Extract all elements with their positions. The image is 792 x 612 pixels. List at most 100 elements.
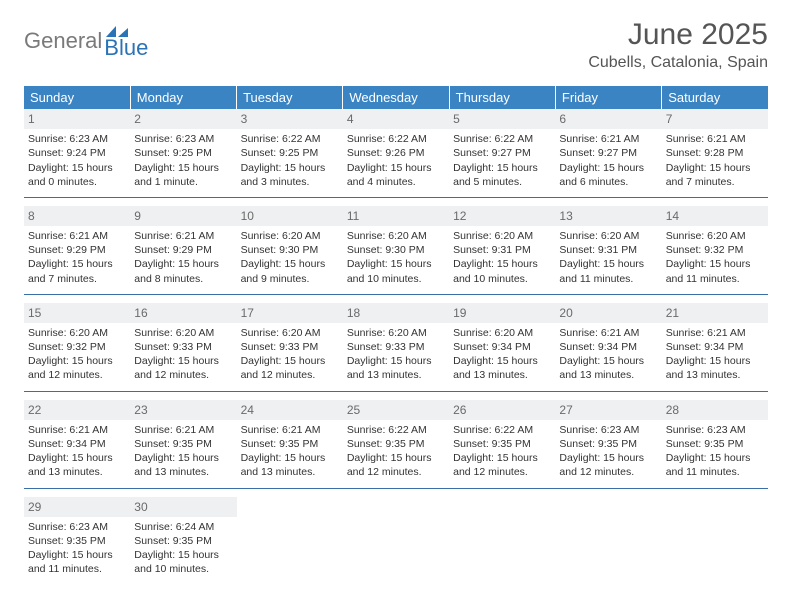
- day-number: 19: [449, 303, 555, 323]
- week-separator: [24, 391, 768, 400]
- day-cell: 30 Sunrise: 6:24 AMSunset: 9:35 PMDayligh…: [130, 497, 236, 585]
- day-info: Sunrise: 6:23 AMSunset: 9:35 PMDaylight:…: [559, 423, 657, 480]
- day-number: 1: [24, 109, 130, 129]
- day-info: Sunrise: 6:21 AMSunset: 9:29 PMDaylight:…: [134, 229, 232, 286]
- day-number: 9: [130, 206, 236, 226]
- day-number: 27: [555, 400, 661, 420]
- day-info: Sunrise: 6:23 AMSunset: 9:24 PMDaylight:…: [28, 132, 126, 189]
- day-info: Sunrise: 6:20 AMSunset: 9:32 PMDaylight:…: [28, 326, 126, 383]
- empty-cell: [343, 497, 449, 585]
- day-cell: 28Sunrise: 6:23 AMSunset: 9:35 PMDayligh…: [662, 400, 768, 488]
- day-cell: 3Sunrise: 6:22 AMSunset: 9:25 PMDaylight…: [237, 109, 343, 197]
- logo-text-blue: Blue: [104, 38, 148, 58]
- day-cell: 2Sunrise: 6:23 AMSunset: 9:25 PMDaylight…: [130, 109, 236, 197]
- week-row: 1 Sunrise: 6:23 AMSunset: 9:24 PMDaylight…: [24, 109, 768, 197]
- day-cell: 17Sunrise: 6:20 AMSunset: 9:33 PMDayligh…: [237, 303, 343, 391]
- day-number: 2: [130, 109, 236, 129]
- weekday-header: Tuesday: [237, 86, 343, 109]
- day-number: 4: [343, 109, 449, 129]
- day-cell: 21 Sunrise: 6:21 AMSunset: 9:34 PMDayligh…: [662, 303, 768, 391]
- weekday-header: Wednesday: [343, 86, 449, 109]
- day-info: Sunrise: 6:22 AMSunset: 9:35 PMDaylight:…: [453, 423, 551, 480]
- day-number: 12: [449, 206, 555, 226]
- day-info: Sunrise: 6:21 AMSunset: 9:35 PMDaylight:…: [134, 423, 232, 480]
- title-block: June 2025 Cubells, Catalonia, Spain: [588, 18, 768, 72]
- week-separator: [24, 488, 768, 497]
- week-row: 15 Sunrise: 6:20 AMSunset: 9:32 PMDayligh…: [24, 303, 768, 391]
- day-number: 26: [449, 400, 555, 420]
- weekday-header: Thursday: [449, 86, 555, 109]
- day-info: Sunrise: 6:24 AMSunset: 9:35 PMDaylight:…: [134, 520, 232, 577]
- day-cell: 11 Sunrise: 6:20 AMSunset: 9:30 PMDayligh…: [343, 206, 449, 294]
- day-info: Sunrise: 6:20 AMSunset: 9:32 PMDaylight:…: [666, 229, 764, 286]
- day-number: 20: [555, 303, 661, 323]
- day-info: Sunrise: 6:20 AMSunset: 9:30 PMDaylight:…: [347, 229, 445, 286]
- day-cell: 16 Sunrise: 6:20 AMSunset: 9:33 PMDayligh…: [130, 303, 236, 391]
- weekday-header: Saturday: [662, 86, 768, 109]
- week-separator: [24, 197, 768, 206]
- day-number: 5: [449, 109, 555, 129]
- day-info: Sunrise: 6:22 AMSunset: 9:27 PMDaylight:…: [453, 132, 551, 189]
- day-info: Sunrise: 6:20 AMSunset: 9:34 PMDaylight:…: [453, 326, 551, 383]
- week-row: 8Sunrise: 6:21 AMSunset: 9:29 PMDaylight…: [24, 206, 768, 294]
- day-info: Sunrise: 6:20 AMSunset: 9:30 PMDaylight:…: [241, 229, 339, 286]
- day-info: Sunrise: 6:20 AMSunset: 9:31 PMDaylight:…: [559, 229, 657, 286]
- day-number: 29: [24, 497, 130, 517]
- day-number: 13: [555, 206, 661, 226]
- empty-cell: [555, 497, 661, 585]
- page-header: General Blue June 2025 Cubells, Cataloni…: [24, 18, 768, 72]
- weekday-header-row: SundayMondayTuesdayWednesdayThursdayFrid…: [24, 86, 768, 109]
- day-number: 11: [343, 206, 449, 226]
- day-info: Sunrise: 6:23 AMSunset: 9:35 PMDaylight:…: [28, 520, 126, 577]
- day-number: 30: [130, 497, 236, 517]
- weekday-header: Sunday: [24, 86, 130, 109]
- day-number: 8: [24, 206, 130, 226]
- day-number: 7: [662, 109, 768, 129]
- day-cell: 1 Sunrise: 6:23 AMSunset: 9:24 PMDaylight…: [24, 109, 130, 197]
- day-info: Sunrise: 6:20 AMSunset: 9:33 PMDaylight:…: [241, 326, 339, 383]
- day-number: 28: [662, 400, 768, 420]
- day-cell: 26 Sunrise: 6:22 AMSunset: 9:35 PMDayligh…: [449, 400, 555, 488]
- day-number: 18: [343, 303, 449, 323]
- weekday-header: Monday: [130, 86, 236, 109]
- day-number: 16: [130, 303, 236, 323]
- day-cell: 8 Sunrise: 6:21 AMSunset: 9:29 PMDaylight…: [24, 206, 130, 294]
- day-number: 25: [343, 400, 449, 420]
- weekday-header: Friday: [555, 86, 661, 109]
- logo-text-general: General: [24, 28, 102, 54]
- day-cell: 19 Sunrise: 6:20 AMSunset: 9:34 PMDayligh…: [449, 303, 555, 391]
- day-cell: 20Sunrise: 6:21 AMSunset: 9:34 PMDayligh…: [555, 303, 661, 391]
- day-cell: 12Sunrise: 6:20 AMSunset: 9:31 PMDayligh…: [449, 206, 555, 294]
- day-cell: 10 Sunrise: 6:20 AMSunset: 9:30 PMDayligh…: [237, 206, 343, 294]
- empty-cell: [449, 497, 555, 585]
- day-cell: 24Sunrise: 6:21 AMSunset: 9:35 PMDayligh…: [237, 400, 343, 488]
- day-info: Sunrise: 6:20 AMSunset: 9:33 PMDaylight:…: [134, 326, 232, 383]
- day-cell: 9 Sunrise: 6:21 AMSunset: 9:29 PMDaylight…: [130, 206, 236, 294]
- day-cell: 29 Sunrise: 6:23 AMSunset: 9:35 PMDayligh…: [24, 497, 130, 585]
- day-info: Sunrise: 6:21 AMSunset: 9:28 PMDaylight:…: [666, 132, 764, 189]
- day-info: Sunrise: 6:22 AMSunset: 9:35 PMDaylight:…: [347, 423, 445, 480]
- day-cell: 4Sunrise: 6:22 AMSunset: 9:26 PMDaylight…: [343, 109, 449, 197]
- empty-cell: [237, 497, 343, 585]
- day-number: 21: [662, 303, 768, 323]
- week-row: 22Sunrise: 6:21 AMSunset: 9:34 PMDayligh…: [24, 400, 768, 488]
- day-number: 3: [237, 109, 343, 129]
- day-cell: 14 Sunrise: 6:20 AMSunset: 9:32 PMDayligh…: [662, 206, 768, 294]
- day-number: 24: [237, 400, 343, 420]
- day-number: 15: [24, 303, 130, 323]
- calendar-table: SundayMondayTuesdayWednesdayThursdayFrid…: [24, 86, 768, 584]
- day-info: Sunrise: 6:21 AMSunset: 9:34 PMDaylight:…: [666, 326, 764, 383]
- day-cell: 18Sunrise: 6:20 AMSunset: 9:33 PMDayligh…: [343, 303, 449, 391]
- day-cell: 7 Sunrise: 6:21 AMSunset: 9:28 PMDaylight…: [662, 109, 768, 197]
- day-number: 10: [237, 206, 343, 226]
- week-row: 29 Sunrise: 6:23 AMSunset: 9:35 PMDayligh…: [24, 497, 768, 585]
- calendar-body: 1 Sunrise: 6:23 AMSunset: 9:24 PMDaylight…: [24, 109, 768, 584]
- day-cell: 22Sunrise: 6:21 AMSunset: 9:34 PMDayligh…: [24, 400, 130, 488]
- day-cell: 5 Sunrise: 6:22 AMSunset: 9:27 PMDaylight…: [449, 109, 555, 197]
- day-cell: 15 Sunrise: 6:20 AMSunset: 9:32 PMDayligh…: [24, 303, 130, 391]
- week-separator: [24, 294, 768, 303]
- month-title: June 2025: [588, 18, 768, 52]
- day-info: Sunrise: 6:21 AMSunset: 9:29 PMDaylight:…: [28, 229, 126, 286]
- day-info: Sunrise: 6:21 AMSunset: 9:34 PMDaylight:…: [28, 423, 126, 480]
- day-number: 14: [662, 206, 768, 226]
